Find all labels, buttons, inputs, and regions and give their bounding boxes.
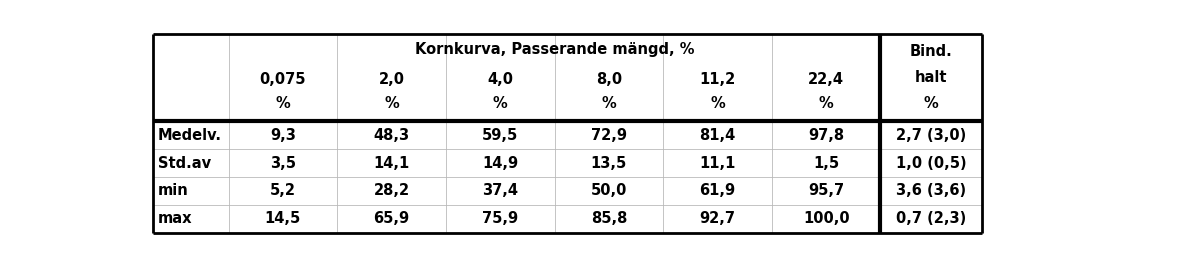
Text: %: % [493, 96, 507, 111]
Text: 5,2: 5,2 [270, 183, 296, 198]
FancyBboxPatch shape [772, 149, 880, 177]
Text: %: % [819, 96, 834, 111]
Text: 9,3: 9,3 [270, 128, 296, 143]
Text: 2,7 (3,0): 2,7 (3,0) [896, 128, 966, 143]
FancyBboxPatch shape [772, 177, 880, 205]
FancyBboxPatch shape [555, 121, 663, 149]
FancyBboxPatch shape [228, 177, 337, 205]
Text: 95,7: 95,7 [808, 183, 845, 198]
FancyBboxPatch shape [337, 34, 446, 121]
Text: 4,0: 4,0 [487, 72, 513, 87]
FancyBboxPatch shape [228, 121, 337, 149]
FancyBboxPatch shape [663, 149, 772, 177]
FancyBboxPatch shape [446, 149, 555, 177]
FancyBboxPatch shape [337, 149, 446, 177]
Text: 1,0 (0,5): 1,0 (0,5) [896, 156, 966, 171]
FancyBboxPatch shape [772, 34, 880, 121]
Text: 75,9: 75,9 [482, 211, 518, 226]
Text: 92,7: 92,7 [700, 211, 735, 226]
FancyBboxPatch shape [228, 149, 337, 177]
Text: max: max [158, 211, 192, 226]
Text: Kornkurva, Passerande mängd, %: Kornkurva, Passerande mängd, % [415, 42, 694, 57]
Text: 0,075: 0,075 [260, 72, 307, 87]
Text: 22,4: 22,4 [808, 72, 845, 87]
FancyBboxPatch shape [663, 177, 772, 205]
FancyBboxPatch shape [880, 149, 981, 177]
Text: min: min [158, 183, 189, 198]
Text: 100,0: 100,0 [803, 211, 849, 226]
FancyBboxPatch shape [555, 205, 663, 233]
Text: 65,9: 65,9 [373, 211, 410, 226]
Text: 50,0: 50,0 [590, 183, 627, 198]
FancyBboxPatch shape [153, 177, 228, 205]
Text: %: % [924, 96, 939, 111]
FancyBboxPatch shape [228, 205, 337, 233]
Text: 97,8: 97,8 [808, 128, 845, 143]
Text: 14,1: 14,1 [373, 156, 410, 171]
Text: 0,7 (2,3): 0,7 (2,3) [896, 211, 966, 226]
Text: 85,8: 85,8 [590, 211, 627, 226]
FancyBboxPatch shape [555, 177, 663, 205]
Text: 28,2: 28,2 [373, 183, 410, 198]
Text: %: % [601, 96, 617, 111]
Text: 13,5: 13,5 [590, 156, 627, 171]
Text: 81,4: 81,4 [700, 128, 735, 143]
FancyBboxPatch shape [772, 121, 880, 149]
Text: halt: halt [915, 70, 947, 85]
Text: 11,2: 11,2 [700, 72, 735, 87]
FancyBboxPatch shape [555, 34, 663, 121]
FancyBboxPatch shape [446, 177, 555, 205]
Text: 8,0: 8,0 [596, 72, 621, 87]
FancyBboxPatch shape [153, 34, 228, 121]
Text: %: % [710, 96, 725, 111]
FancyBboxPatch shape [446, 34, 555, 121]
FancyBboxPatch shape [880, 34, 981, 121]
FancyBboxPatch shape [153, 205, 228, 233]
Text: 59,5: 59,5 [482, 128, 518, 143]
Text: %: % [276, 96, 290, 111]
Text: 72,9: 72,9 [590, 128, 627, 143]
FancyBboxPatch shape [153, 121, 228, 149]
Text: Std.av: Std.av [158, 156, 210, 171]
FancyBboxPatch shape [337, 177, 446, 205]
Text: 2,0: 2,0 [379, 72, 405, 87]
Text: 3,5: 3,5 [270, 156, 296, 171]
FancyBboxPatch shape [337, 205, 446, 233]
FancyBboxPatch shape [446, 121, 555, 149]
FancyBboxPatch shape [880, 205, 981, 233]
Text: Bind.: Bind. [910, 44, 953, 59]
Text: 11,1: 11,1 [700, 156, 735, 171]
FancyBboxPatch shape [880, 177, 981, 205]
Text: 14,5: 14,5 [265, 211, 301, 226]
Text: %: % [384, 96, 399, 111]
Text: 1,5: 1,5 [813, 156, 839, 171]
Text: 48,3: 48,3 [373, 128, 410, 143]
FancyBboxPatch shape [228, 34, 337, 121]
FancyBboxPatch shape [153, 149, 228, 177]
FancyBboxPatch shape [337, 121, 446, 149]
Text: 61,9: 61,9 [700, 183, 735, 198]
Text: 37,4: 37,4 [482, 183, 518, 198]
FancyBboxPatch shape [663, 34, 772, 121]
FancyBboxPatch shape [772, 205, 880, 233]
FancyBboxPatch shape [663, 121, 772, 149]
FancyBboxPatch shape [555, 149, 663, 177]
Text: 14,9: 14,9 [482, 156, 518, 171]
Text: Medelv.: Medelv. [158, 128, 222, 143]
FancyBboxPatch shape [880, 121, 981, 149]
Text: 3,6 (3,6): 3,6 (3,6) [896, 183, 966, 198]
FancyBboxPatch shape [663, 205, 772, 233]
FancyBboxPatch shape [446, 205, 555, 233]
